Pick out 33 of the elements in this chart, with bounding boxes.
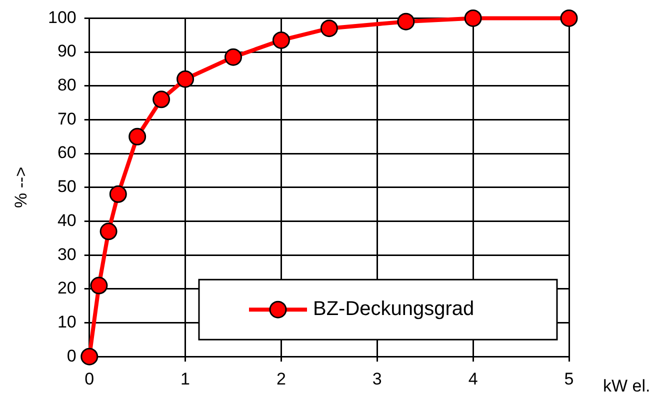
y-tick-label: 90 <box>57 42 76 61</box>
y-axis-title: % --> <box>12 166 31 208</box>
point <box>176 70 194 88</box>
y-tick-label: 50 <box>57 177 76 196</box>
y-tick-label: 30 <box>57 244 76 264</box>
y-tick-label: 0 <box>66 346 76 366</box>
y-tick-label: 20 <box>57 278 76 298</box>
x-tick-label: 4 <box>468 369 478 388</box>
y-tick-label: 60 <box>57 143 76 162</box>
point <box>320 20 338 38</box>
y-tick-label: 80 <box>57 76 76 95</box>
x-tick-label: 5 <box>564 369 574 388</box>
y-tick-label: 40 <box>57 210 76 230</box>
x-tick-label: 2 <box>276 369 286 388</box>
point <box>272 31 290 49</box>
point <box>80 348 98 366</box>
x-tick-label: 0 <box>84 369 94 388</box>
x-axis-title: kW el. <box>603 376 650 396</box>
point <box>464 9 482 27</box>
y-tick-label: 100 <box>48 8 76 27</box>
point <box>109 185 127 203</box>
point <box>152 90 170 108</box>
x-tick-label: 1 <box>180 369 190 388</box>
point <box>224 48 242 66</box>
point <box>560 9 578 27</box>
point <box>128 128 146 146</box>
point <box>100 222 118 240</box>
y-tick-label: 10 <box>57 312 76 332</box>
x-tick-label: 3 <box>372 369 382 388</box>
point <box>397 12 415 30</box>
point <box>90 276 108 294</box>
y-tick-label: 70 <box>57 109 76 128</box>
legend-label: BZ-Deckungsgrad <box>313 298 474 320</box>
